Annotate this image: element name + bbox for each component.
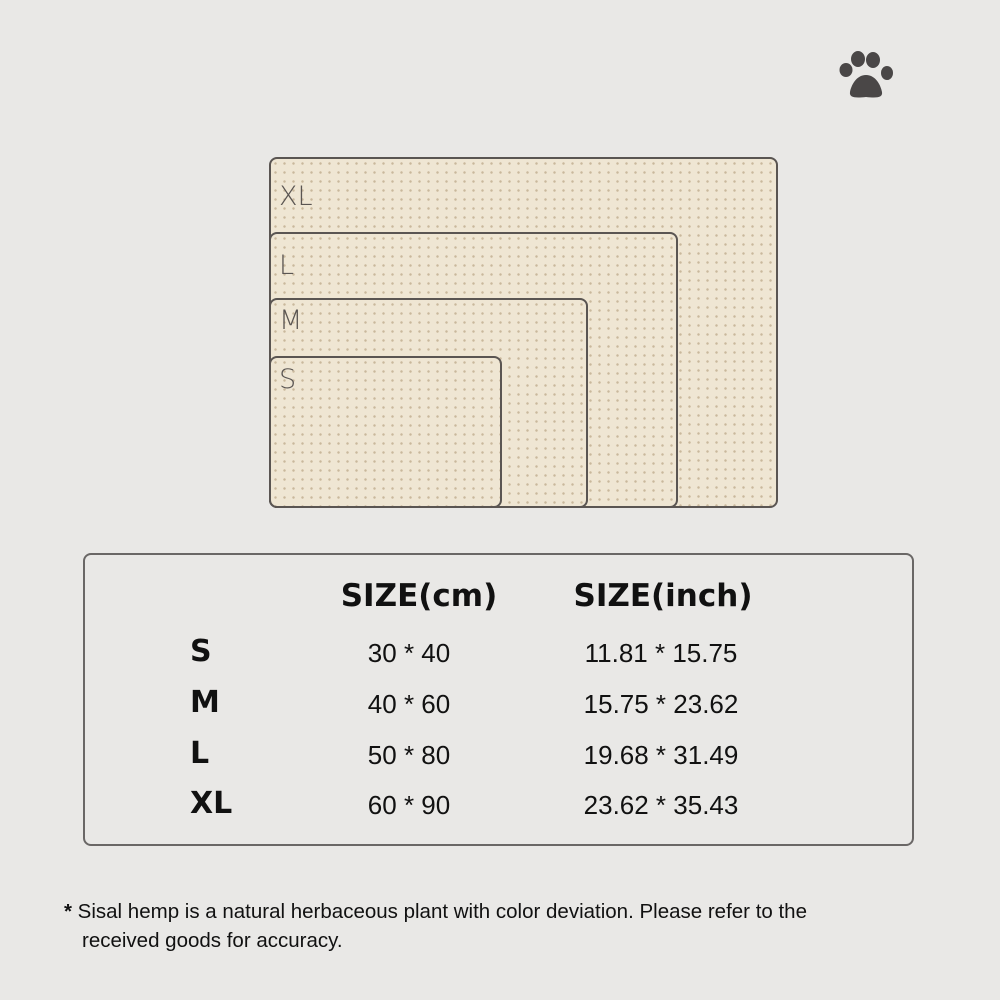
table-row: L 50 * 80 19.68 * 31.49 [0, 736, 1000, 780]
size-cm: 40 * 60 [367, 689, 451, 719]
table-row: M 40 * 60 15.75 * 23.62 [0, 685, 1000, 729]
size-inch: 19.68 * 31.49 [583, 740, 739, 770]
table-row: S 30 * 40 11.81 * 15.75 [0, 634, 1000, 678]
size-cm: 50 * 80 [367, 740, 451, 770]
mat-label: S [279, 364, 297, 395]
size-label: L [190, 736, 210, 771]
size-inch: 11.81 * 15.75 [584, 638, 738, 668]
mat-label: L [279, 250, 295, 281]
size-inch: 15.75 * 23.62 [583, 689, 739, 719]
size-label: S [190, 634, 212, 669]
footnote-line1: Sisal hemp is a natural herbaceous plant… [71, 900, 807, 923]
header-inch: SIZE(inch) [573, 578, 753, 614]
footnote: * Sisal hemp is a natural herbaceous pla… [64, 897, 944, 955]
size-label: XL [190, 786, 233, 821]
mat-label: M [279, 305, 303, 336]
footnote-star: * [64, 900, 72, 923]
header-cm: SIZE(cm) [340, 578, 498, 614]
size-table [83, 553, 914, 846]
mat-s: S [269, 356, 502, 508]
size-label: M [190, 685, 220, 720]
size-cm: 30 * 40 [367, 638, 451, 668]
table-row: XL 60 * 90 23.62 * 35.43 [0, 786, 1000, 830]
size-inch: 23.62 * 35.43 [583, 790, 739, 820]
size-cm: 60 * 90 [367, 790, 451, 820]
footnote-line2: received goods for accuracy. [82, 929, 343, 952]
mat-label: XL [279, 181, 313, 212]
paw-icon [839, 51, 893, 98]
